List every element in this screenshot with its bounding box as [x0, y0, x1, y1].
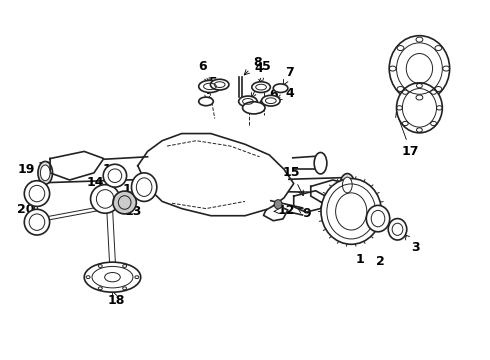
Text: 17: 17 — [396, 112, 419, 158]
Ellipse shape — [243, 102, 265, 114]
Polygon shape — [264, 204, 288, 221]
Ellipse shape — [199, 97, 213, 106]
Ellipse shape — [40, 165, 50, 181]
Ellipse shape — [210, 79, 229, 90]
Ellipse shape — [262, 95, 280, 106]
Ellipse shape — [340, 174, 355, 197]
Text: 14: 14 — [87, 176, 104, 195]
Text: 2: 2 — [376, 255, 385, 268]
Ellipse shape — [84, 262, 141, 292]
Text: 8: 8 — [244, 55, 262, 75]
Ellipse shape — [199, 80, 221, 93]
Text: 1: 1 — [355, 253, 364, 266]
Ellipse shape — [38, 161, 52, 184]
Ellipse shape — [388, 219, 407, 240]
Polygon shape — [294, 191, 325, 212]
Text: 7: 7 — [204, 84, 213, 100]
Text: 18: 18 — [107, 291, 124, 307]
Text: 15: 15 — [283, 166, 303, 195]
Text: 4: 4 — [254, 62, 264, 84]
Ellipse shape — [103, 164, 126, 187]
Text: 9: 9 — [297, 207, 311, 220]
Ellipse shape — [389, 36, 450, 102]
Ellipse shape — [321, 179, 381, 244]
Text: 4: 4 — [277, 87, 294, 100]
Text: 3: 3 — [404, 235, 420, 254]
Ellipse shape — [343, 177, 352, 193]
Ellipse shape — [24, 209, 49, 235]
Text: 7: 7 — [283, 66, 294, 85]
Text: 19: 19 — [17, 163, 36, 190]
Ellipse shape — [131, 173, 157, 202]
Ellipse shape — [396, 83, 442, 133]
Text: 6: 6 — [198, 60, 209, 83]
Ellipse shape — [274, 200, 282, 209]
Text: 13: 13 — [125, 202, 142, 218]
Ellipse shape — [314, 153, 327, 174]
Text: 20: 20 — [17, 203, 36, 221]
Text: 11: 11 — [122, 183, 143, 196]
Text: 16: 16 — [408, 38, 426, 51]
Polygon shape — [311, 180, 347, 203]
Text: 5: 5 — [251, 60, 271, 98]
Ellipse shape — [24, 181, 49, 206]
Polygon shape — [138, 134, 294, 216]
Polygon shape — [50, 152, 104, 180]
Text: 10: 10 — [103, 163, 120, 176]
Ellipse shape — [252, 82, 270, 93]
Ellipse shape — [239, 96, 257, 107]
Ellipse shape — [113, 191, 136, 214]
Text: 5: 5 — [209, 76, 221, 89]
Text: 12: 12 — [274, 204, 294, 217]
Ellipse shape — [91, 185, 120, 213]
Ellipse shape — [273, 84, 288, 93]
Text: 6: 6 — [258, 89, 277, 105]
Ellipse shape — [367, 205, 390, 232]
